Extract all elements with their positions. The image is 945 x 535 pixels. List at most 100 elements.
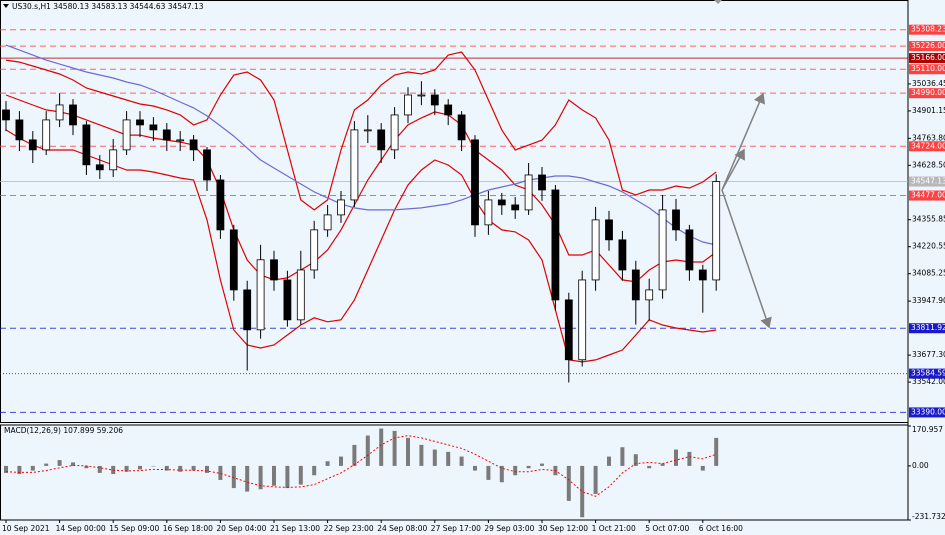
macd-bar <box>325 461 330 466</box>
candle-body <box>404 94 412 116</box>
macd-bar <box>17 465 22 475</box>
projection-arrow <box>721 148 745 191</box>
y-tick-label: 33947.90 <box>912 296 945 305</box>
level-label-box <box>909 407 945 418</box>
macd-bar <box>432 449 437 466</box>
candle-body <box>658 209 667 291</box>
macd-bar <box>164 465 169 471</box>
candle-body <box>417 94 426 97</box>
level-label: 34990.00 <box>911 88 945 97</box>
candle-body <box>203 149 211 181</box>
candle-body <box>270 259 278 281</box>
projection-arrow <box>721 189 772 329</box>
macd-bar <box>151 465 156 467</box>
signal-line <box>5 435 717 497</box>
candle-body <box>69 104 77 126</box>
candle-body <box>323 214 332 231</box>
candle-body <box>176 139 185 142</box>
macd-bar <box>620 447 625 466</box>
candle-body <box>256 259 265 331</box>
macd-bar <box>71 462 75 466</box>
macd-title: MACD(12,26,9) 107.899 59.206 <box>4 426 123 435</box>
menu-icon[interactable] <box>3 4 9 8</box>
macd-bar <box>57 460 62 466</box>
macd-bar <box>499 465 504 483</box>
candle-body <box>82 124 91 166</box>
level-label: 33584.59 <box>911 369 945 378</box>
y-tick-label: 33542.00 <box>912 377 945 386</box>
candle-body <box>55 104 64 121</box>
candle-body <box>229 229 238 291</box>
x-tick-label: 22 Sep 23:00 <box>324 524 374 533</box>
y-tick-label: 34085.25 <box>912 269 945 278</box>
candle-body <box>95 164 104 171</box>
candle-body <box>457 114 466 141</box>
macd-bar <box>700 465 705 471</box>
candle-body <box>216 179 225 231</box>
macd-bar <box>178 465 183 472</box>
candle-body <box>390 114 399 151</box>
macd-bar <box>580 465 585 518</box>
candle-body <box>377 129 386 151</box>
level-label: 34724.00 <box>911 141 945 150</box>
x-tick-label: 6 Oct 16:00 <box>699 524 743 533</box>
overlay-line <box>5 51 717 211</box>
level-label-box <box>909 141 945 152</box>
candle-body <box>511 204 520 211</box>
level-label-box <box>909 64 945 75</box>
candle-body <box>162 129 171 141</box>
candle-body <box>337 199 345 216</box>
macd-bar <box>44 463 49 466</box>
level-label: 34477.00 <box>911 191 945 200</box>
macd-bar <box>379 428 384 466</box>
candle-body <box>538 174 546 191</box>
macd-bar <box>593 465 598 494</box>
macd-bar <box>566 465 571 501</box>
level-label-box <box>909 41 945 52</box>
candle-body <box>122 119 131 151</box>
shift-marker <box>714 0 722 4</box>
level-label: 35308.23 <box>911 25 945 34</box>
level-label-box <box>909 323 945 334</box>
candle-body <box>296 269 305 321</box>
candle-body <box>189 139 198 151</box>
candle-body <box>136 119 144 126</box>
projection-arrow <box>721 92 765 191</box>
overlay-line <box>5 129 717 363</box>
candle-body <box>283 279 292 321</box>
macd-bar <box>446 451 451 466</box>
candle-body <box>149 124 158 131</box>
y-tick-label: 34355.85 <box>912 215 945 224</box>
macd-bar <box>30 465 35 471</box>
candle-body <box>578 279 587 361</box>
level-label: 33390.00 <box>911 407 945 416</box>
candle-body <box>712 181 721 281</box>
candle-body <box>484 199 493 226</box>
macd-bar <box>647 465 652 469</box>
y-tick-label: 35036.45 <box>912 79 945 88</box>
macd-bar <box>298 465 303 485</box>
macd-bar <box>84 465 89 469</box>
level-label-box <box>909 368 945 379</box>
candle-body <box>698 269 707 281</box>
macd-bar <box>124 465 129 472</box>
candle-body <box>605 219 613 241</box>
candle-body <box>350 129 359 201</box>
macd-bar <box>97 465 102 473</box>
x-tick-label: 27 Sep 17:00 <box>431 524 481 533</box>
candle-body <box>15 119 24 141</box>
level-label: 35226.00 <box>911 41 945 50</box>
macd-bar <box>258 465 263 490</box>
candle-body <box>685 229 694 271</box>
macd-bar <box>392 430 397 466</box>
candle-body <box>672 209 680 231</box>
candle-body <box>471 139 479 226</box>
level-label: 33811.92 <box>911 323 945 332</box>
level-label: 34547.13 <box>911 177 945 186</box>
chart-title: US30.s,H1 34580.13 34583.13 34544.63 345… <box>12 2 204 11</box>
candle-body <box>363 129 372 132</box>
macd-bar <box>419 444 424 466</box>
level-label-box <box>909 190 945 201</box>
candle-body <box>310 229 319 271</box>
